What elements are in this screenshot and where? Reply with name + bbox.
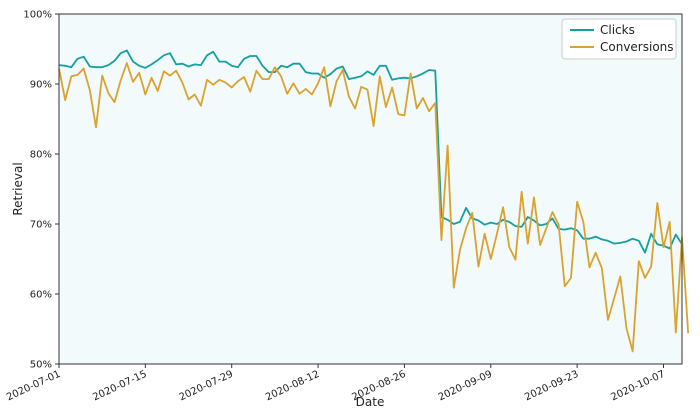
series-layer (58, 49, 690, 353)
x-tick-label: 2020-09-09 (437, 369, 494, 404)
y-tick-label: 90% (30, 80, 52, 91)
x-tick-label: 2020-07-29 (178, 369, 235, 404)
x-tick-label: 2020-10-07 (609, 369, 666, 404)
x-tick-label: 2020-07-01 (5, 369, 62, 404)
x-tick-label: 2020-07-15 (91, 369, 148, 404)
x-axis-title: Date (356, 395, 385, 409)
plot-frame (58, 13, 683, 365)
y-axis: 50% 60% 70% 80% 90% 100% (23, 10, 59, 371)
series-line-conversions (58, 62, 690, 353)
y-tick-label: 70% (30, 220, 52, 231)
y-tick-label: 50% (30, 360, 52, 371)
x-axis: 2020-07-01 2020-07-15 2020-07-29 2020-08-12… (5, 364, 667, 403)
y-axis-title: Retrieval (11, 162, 25, 215)
x-tick-label: 2020-08-12 (264, 369, 321, 404)
series-line-clicks (58, 49, 683, 254)
legend-label-conversions: Conversions (600, 40, 674, 54)
y-tick-label: 60% (30, 290, 52, 301)
y-tick-label: 100% (23, 10, 52, 21)
y-tick-label: 80% (30, 150, 52, 161)
x-tick-label: 2020-09-23 (523, 369, 580, 404)
legend-label-clicks: Clicks (600, 23, 635, 37)
plot-area (59, 14, 682, 364)
legend: Clicks Conversions (561, 18, 677, 60)
